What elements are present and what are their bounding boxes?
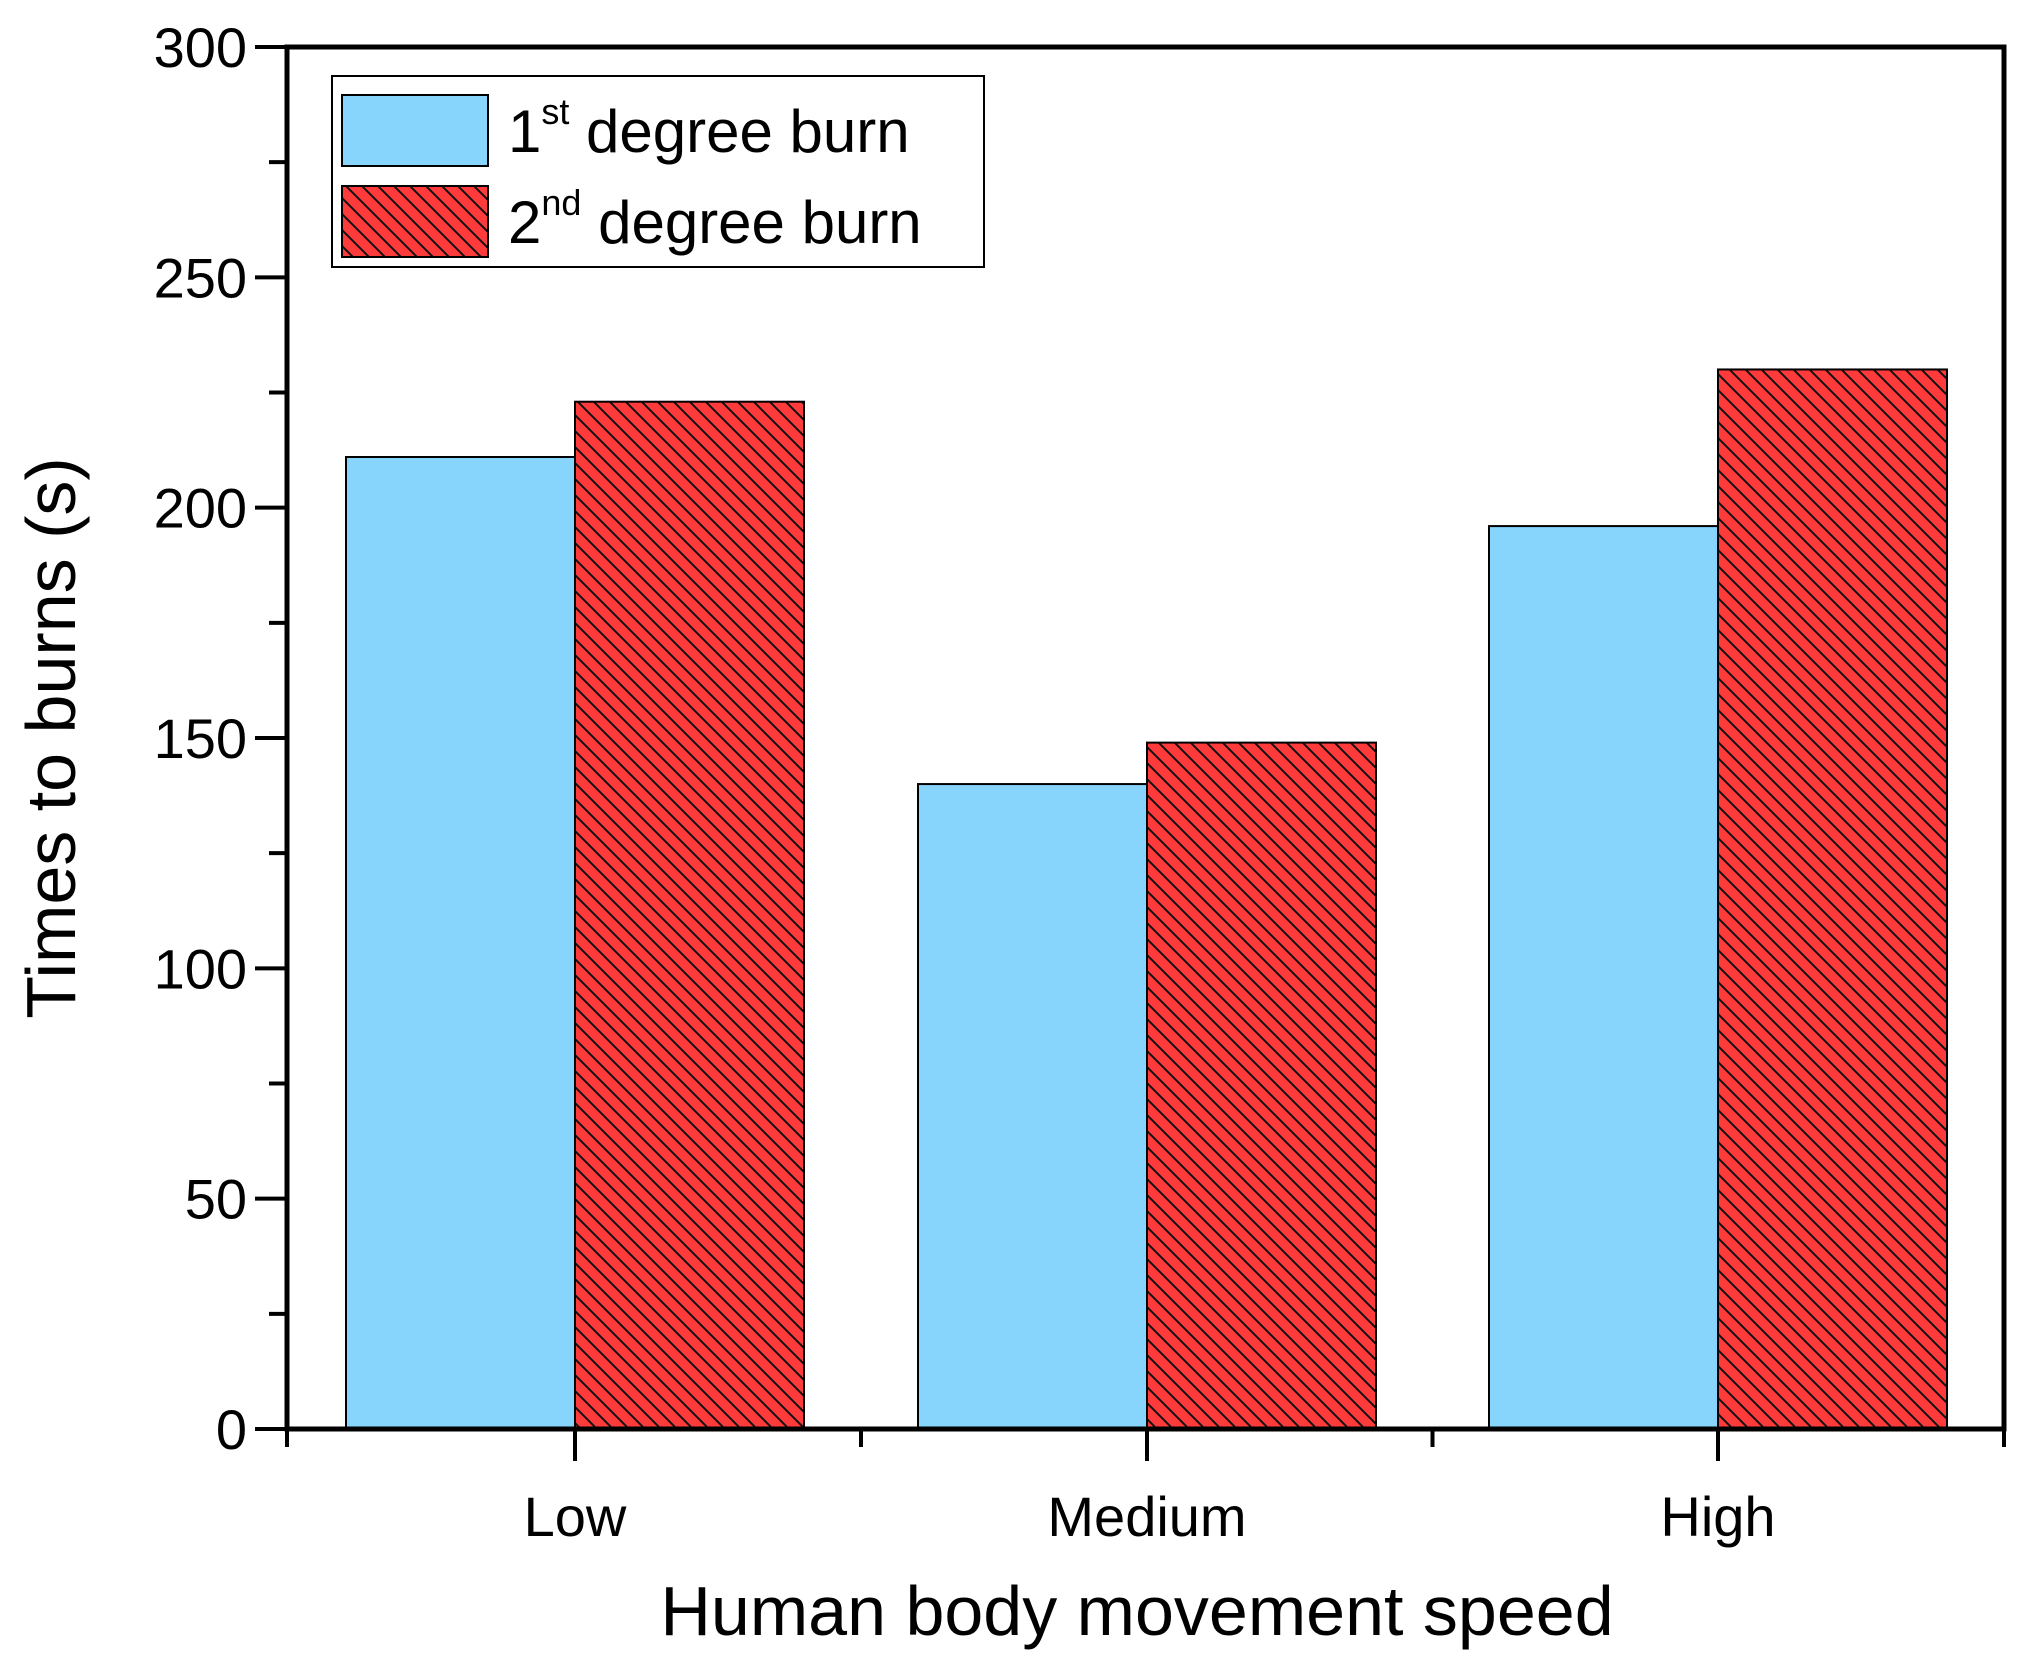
bar-2nd-degree-burn-medium (1146, 741, 1377, 1430)
bar-2nd-degree-burn-low (574, 400, 805, 1430)
y-tick-label: 0 (216, 1398, 247, 1461)
x-tick-label: Medium (1047, 1485, 1246, 1548)
legend-label-2nd: 2nd degree burn (508, 182, 922, 256)
x-tick-label: High (1660, 1485, 1775, 1548)
legend-label-1st: 1st degree burn (508, 91, 910, 165)
bar-1st-degree-burn-medium (917, 783, 1148, 1430)
bar-1st-degree-burn-low (345, 455, 576, 1430)
legend-swatch-2nd (341, 185, 489, 258)
legend-swatch-1st (341, 94, 489, 167)
x-axis-label: Human body movement speed (660, 1572, 1613, 1650)
y-tick-label: 300 (154, 16, 247, 79)
legend: 1st degree burn 2nd degree burn (331, 75, 985, 268)
y-tick-label: 100 (154, 937, 247, 1000)
y-tick-label: 50 (185, 1168, 247, 1231)
y-tick-label: 250 (154, 246, 247, 309)
x-tick-label: Low (524, 1485, 627, 1548)
y-tick-label: 200 (154, 477, 247, 540)
y-axis-label: Times to burns (s) (12, 457, 90, 1018)
y-tick-label: 150 (154, 707, 247, 770)
axes: 0 50 100 150 200 250 300 Low Medium High (154, 16, 2007, 1548)
bar-2nd-degree-burn-high (1717, 368, 1948, 1430)
bar-1st-degree-burn-high (1488, 525, 1719, 1430)
bars-layer (345, 368, 1948, 1430)
